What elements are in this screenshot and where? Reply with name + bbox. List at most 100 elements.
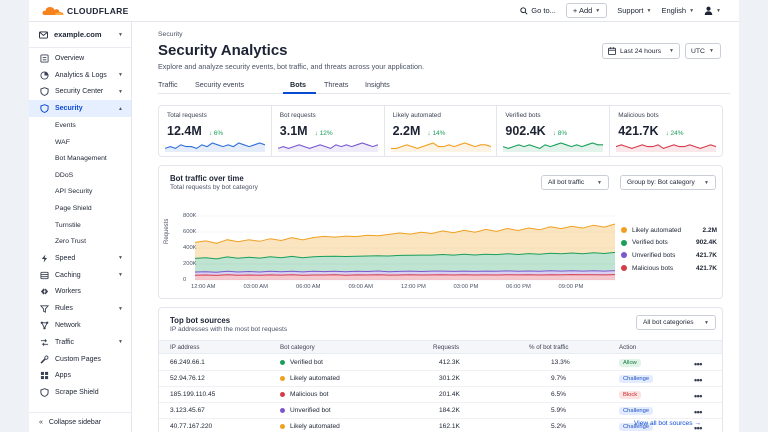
bot-traffic-filter-select[interactable]: All bot traffic ▼ (541, 175, 609, 190)
table-row[interactable]: 3.123.45.67 Unverified bot 184.2K 5.9% Chall… (159, 403, 722, 419)
ip-address-cell[interactable]: 185.199.110.45 (170, 391, 216, 398)
more-actions-icon[interactable]: ••• (694, 359, 702, 369)
bot-categories-filter-select[interactable]: All bot categories ▼ (636, 315, 716, 330)
ip-address-cell[interactable]: 3.123.45.67 (170, 407, 205, 414)
bot-traffic-area-chart[interactable] (194, 215, 616, 281)
subnav-item-zero-trust[interactable]: Zero Trust (55, 238, 86, 246)
search-icon (520, 6, 528, 15)
subnav-item-turnstile[interactable]: Turnstile (55, 221, 81, 229)
time-range-select[interactable]: Last 24 hours ▼ (602, 43, 680, 59)
subnav-item-events[interactable]: Events (55, 121, 76, 129)
col-bot-category[interactable]: Bot category (280, 344, 315, 351)
table-row[interactable]: 40.77.167.220 Likely automated 162.1K 5.2% C… (159, 419, 722, 432)
more-actions-icon[interactable]: ••• (694, 407, 702, 417)
kpi-label: Total requests (167, 112, 207, 119)
action-badge[interactable]: Challenge (619, 423, 654, 431)
sidebar-item-custom-pages[interactable]: Custom Pages (29, 351, 131, 368)
kpi-card-bot-requests[interactable]: Bot requests 3.1M ↓ 12% (272, 106, 385, 156)
y-tick-label: 600K (183, 229, 197, 235)
kpi-card-total-requests[interactable]: Total requests 12.4M ↓ 6% (159, 106, 272, 156)
tab-security-events[interactable]: Security events (195, 80, 245, 89)
sparkline-line (616, 144, 717, 150)
table-row[interactable]: 185.199.110.45 Malicious bot 201.4K 6.5% Blo… (159, 387, 722, 403)
subnav-item-ddos[interactable]: DDoS (55, 171, 74, 179)
brand-name: CLOUDFLARE (67, 5, 129, 16)
sidebar-item-analytics-logs[interactable]: Analytics & Logs ▼ (29, 67, 131, 84)
sidebar-item-rules[interactable]: Rules ▼ (29, 300, 131, 317)
bot-category-cell: Likely automated (290, 423, 340, 430)
goto-button[interactable]: Go to... (520, 6, 556, 15)
action-badge[interactable]: Block (619, 391, 642, 399)
ip-address-cell[interactable]: 66.249.66.1 (170, 359, 205, 366)
ip-address-cell[interactable]: 40.77.167.220 (170, 423, 213, 430)
legend-item-unverified-bots[interactable]: Unverified bots 421.7K (621, 249, 717, 262)
sparkline-fill (390, 143, 491, 152)
support-menu[interactable]: Support ▼ (617, 6, 651, 15)
more-actions-icon[interactable]: ••• (694, 375, 702, 385)
col-action[interactable]: Action (619, 344, 637, 351)
tab-insights[interactable]: Insights (365, 80, 390, 89)
kpi-value: 902.4K (505, 124, 546, 138)
kpi-card-malicious-bots[interactable]: Malicious bots 421.7K ↓ 24% (610, 106, 722, 156)
chevron-down-icon: ▼ (689, 7, 695, 14)
group-by-select[interactable]: Group by: Bot category ▼ (620, 175, 716, 190)
sidebar-item-apps[interactable]: Apps (29, 368, 131, 385)
subnav-item-api-security[interactable]: API Security (55, 188, 93, 196)
sidebar-item-traffic[interactable]: Traffic ▼ (29, 334, 131, 351)
ip-address-cell[interactable]: 52.94.76.12 (170, 375, 205, 382)
table-row[interactable]: 52.94.76.12 Likely automated 301.2K 9.7% Cha… (159, 371, 722, 387)
sidebar-item-workers[interactable]: Workers (29, 284, 131, 301)
legend-dot (621, 239, 627, 246)
nav-secondary: Speed ▼ Caching ▼ Workers Rules ▼ Network Traffi… (29, 250, 131, 401)
subnav-item-page-shield[interactable]: Page Shield (55, 204, 92, 212)
account-selector[interactable]: example.com ▼ (29, 22, 131, 48)
y-tick-label: 0 (183, 277, 187, 283)
cloudflare-logo[interactable]: CLOUDFLARE (42, 5, 129, 16)
kpi-delta: ↓ 8% (552, 130, 568, 137)
action-badge[interactable]: Challenge (619, 407, 654, 415)
add-button[interactable]: + Add ▼ (565, 3, 608, 18)
sidebar-item-security[interactable]: Security ▲ (29, 100, 131, 118)
sidebar-item-scrape-shield[interactable]: Scrape Shield (29, 384, 131, 401)
user-menu[interactable]: ▼ (704, 6, 721, 15)
chevron-down-icon: ▼ (118, 272, 123, 279)
chevron-down-icon: ▼ (118, 88, 123, 95)
table-header: IP address Bot category Requests % of bo… (159, 340, 722, 354)
sidebar-item-overview[interactable]: Overview (29, 50, 131, 67)
action-badge[interactable]: Allow (619, 359, 641, 367)
list-icon (39, 54, 49, 63)
subnav-item-bot-management[interactable]: Bot Management (55, 155, 107, 163)
col-pct-bot-traffic[interactable]: % of bot traffic (529, 344, 569, 351)
more-actions-icon[interactable]: ••• (694, 423, 702, 432)
tab-threats[interactable]: Threats (324, 80, 349, 89)
sidebar-item-network[interactable]: Network (29, 317, 131, 334)
breadcrumb[interactable]: Security (158, 31, 183, 38)
subnav-item-waf[interactable]: WAF (55, 138, 70, 146)
sidebar-item-security-center[interactable]: Security Center ▼ (29, 84, 131, 101)
legend-item-verified-bots[interactable]: Verified bots 902.4K (621, 237, 717, 250)
chevron-down-icon: ▼ (118, 31, 123, 38)
col-ip-address[interactable]: IP address (170, 344, 200, 351)
tab-bots[interactable]: Bots (290, 80, 306, 89)
language-menu[interactable]: English ▼ (661, 6, 694, 15)
legend-item-likely-automated[interactable]: Likely automated 2.2M (621, 224, 717, 237)
top-bot-sources-card: Top bot sources IP addresses with the mo… (158, 307, 723, 432)
sidebar-item-speed[interactable]: Speed ▼ (29, 250, 131, 267)
kpi-card-likely-automated[interactable]: Likely automated 2.2M ↓ 14% (385, 106, 498, 156)
col-requests[interactable]: Requests (433, 344, 460, 351)
kpi-card-verified-bots[interactable]: Verified bots 902.4K ↓ 8% (497, 106, 611, 156)
more-actions-icon[interactable]: ••• (694, 391, 702, 401)
tab-traffic[interactable]: Traffic (158, 80, 178, 89)
kpi-label: Bot requests (279, 112, 316, 119)
cloud-logo-icon (42, 7, 64, 15)
legend-item-malicious-bots[interactable]: Malicious bots 421.7K (621, 262, 717, 275)
kpi-delta: ↓ 14% (427, 130, 446, 137)
table-row[interactable]: 66.249.66.1 Verified bot 412.3K 13.3% Allow •… (159, 355, 722, 371)
chevron-down-icon: ▼ (704, 319, 709, 326)
action-badge[interactable]: Challenge (619, 375, 654, 383)
security-subnav: Events WAF Bot Management DDoS API Security P… (29, 117, 131, 250)
collapse-sidebar-button[interactable]: « Collapse sidebar (29, 412, 132, 432)
view-all-sources-link[interactable]: View all bot sources → (634, 420, 701, 427)
timezone-select[interactable]: UTC ▼ (685, 43, 721, 59)
sidebar-item-caching[interactable]: Caching ▼ (29, 267, 131, 284)
